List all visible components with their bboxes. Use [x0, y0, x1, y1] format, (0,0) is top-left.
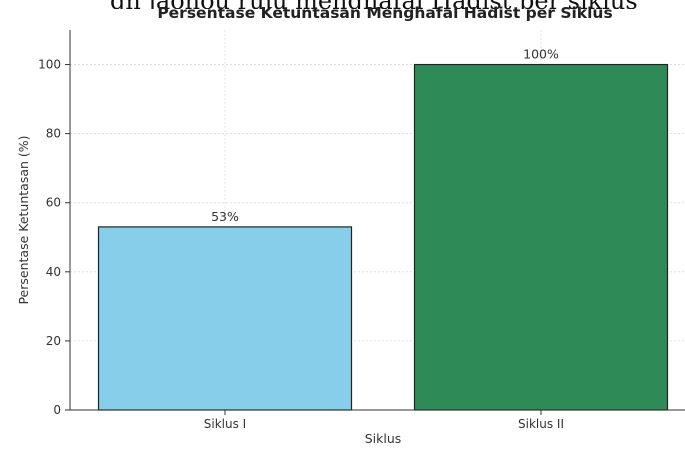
y-tick-label: 40 [46, 265, 61, 279]
bar-value-label: 53% [211, 209, 239, 224]
axes: 0 20 40 60 80 100 Siklus I Siklus II [38, 30, 685, 431]
cropped-page-text: gn jaonou ruju menghafal Hadist per sikl… [0, 0, 685, 9]
y-tick-label: 100 [38, 58, 61, 72]
x-tick-label: Siklus I [204, 417, 246, 431]
y-axis-label: Persentase Ketuntasan (%) [16, 135, 31, 304]
cropped-heading-text: gn jaonou ruju menghafal Hadist per sikl… [110, 0, 638, 9]
y-tick-label: 80 [46, 127, 61, 141]
bar-2 [413, 63, 669, 411]
bar-1 [97, 226, 353, 411]
chart-title: Persentase Ketuntasan Menghafal Hadist p… [157, 4, 613, 22]
y-tick-label: 60 [46, 196, 61, 210]
x-axis-label: Siklus [365, 431, 402, 446]
bar-value-label: 100% [523, 47, 559, 62]
x-tick-label: Siklus II [518, 417, 564, 431]
labels: Siklus Persentase Ketuntasan (%) 53% 100% [16, 47, 559, 446]
bars [97, 63, 669, 411]
y-tick-label: 0 [53, 403, 61, 417]
y-tick-label: 20 [46, 334, 61, 348]
